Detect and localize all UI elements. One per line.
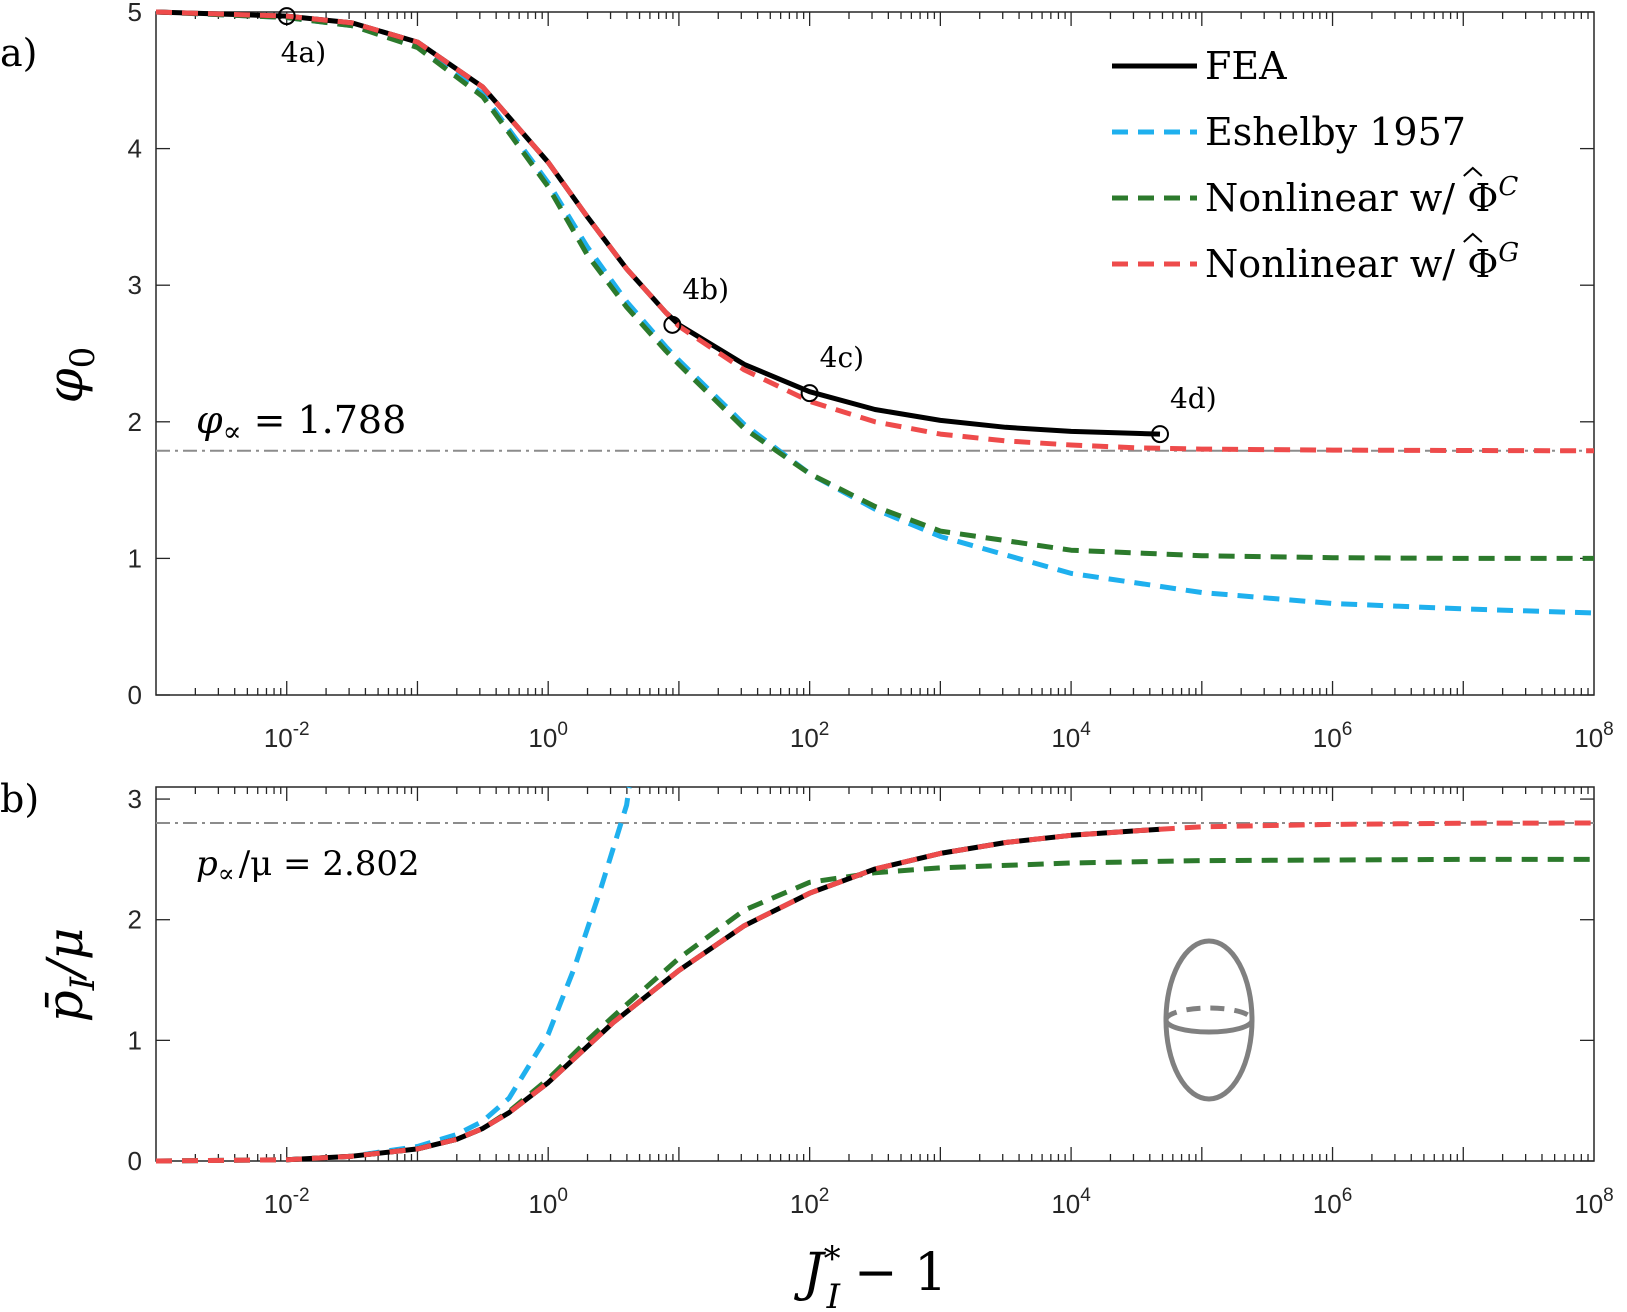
legend-entry-label: FEA [1205, 44, 1287, 88]
panel-b-label: b) [0, 777, 39, 821]
panel-a-y-tick-labels: 0 1 2 3 4 5 [128, 0, 142, 710]
marker-circle [663, 315, 682, 334]
panel-a-ticks [156, 11, 1594, 696]
x-tick-label: 100 [528, 719, 568, 753]
p-symbol: p [196, 844, 218, 884]
phi-subscript: ∝ [223, 415, 242, 448]
panel-b-xlabel: J* I − 1 [794, 1239, 947, 1312]
y-tick-label: 5 [128, 0, 142, 27]
marker-label: 4a) [281, 36, 326, 69]
xlabel-symbol: J [794, 1243, 827, 1303]
panel-b-ticks [156, 787, 1594, 1162]
marker-label: 4c) [820, 341, 864, 374]
x-tick-label: 10-2 [264, 1185, 310, 1219]
legend-entry-label: Eshelby 1957 [1205, 110, 1466, 154]
panel-a-ylabel: φ0 [36, 347, 103, 404]
panel-b-x-tick-labels: 10-2 100 102 104 106 108 [264, 1185, 1614, 1219]
y-tick-label: 1 [128, 1025, 142, 1055]
panel-a-x-tick-labels: 10-2 100 102 104 106 108 [264, 719, 1614, 753]
xlabel-sup: * [824, 1239, 841, 1279]
series-line-fea [155, 9, 1161, 437]
series-line-nonlinear-w-c [155, 9, 1594, 561]
panel-a-markers: 4a) 4b) 4c) 4d) [277, 7, 1217, 444]
phi-symbol: φ [196, 398, 223, 442]
asymptote-b-value: /μ = 2.802 [239, 844, 420, 884]
ylabel-b-symbol: p̄ [36, 990, 94, 1022]
x-tick-label: 106 [1313, 1185, 1353, 1219]
y-tick-label: 2 [128, 407, 142, 437]
legend-entry-label: Nonlinear w/ ΦG [1205, 238, 1519, 286]
ylabel-a-sub: 0 [63, 347, 103, 369]
x-tick-label: 100 [528, 1185, 568, 1219]
xlabel-tail: − 1 [854, 1243, 947, 1303]
panel-a-axes-box [155, 11, 1595, 696]
ellipsoid-front-rim [1163, 1019, 1255, 1035]
panel-b-y-tick-labels: 0 1 2 3 [128, 784, 142, 1176]
panel-b-asymptote-label: p∝/μ = 2.802 [196, 844, 420, 888]
x-tick-label: 104 [1051, 1185, 1091, 1219]
panel-b-ylabel: p̄I/μ [36, 928, 103, 1023]
x-tick-label: 10-2 [264, 719, 310, 753]
p-subscript: ∝ [218, 859, 235, 888]
panel-b: b) p∝/μ = 2.802 0 1 2 3 10-2 100 102 104 106 108… [0, 777, 1614, 1312]
marker-label: 4d) [1170, 382, 1217, 415]
ylabel-a-symbol: φ [36, 368, 94, 403]
x-tick-label: 102 [790, 1185, 830, 1219]
panel-a-asymptote-label: φ∝ = 1.788 [196, 398, 406, 448]
x-tick-label: 108 [1574, 1185, 1614, 1219]
hat-accent [1463, 166, 1483, 177]
hat-accent [1463, 232, 1483, 243]
x-tick-label: 104 [1051, 719, 1091, 753]
x-tick-label: 106 [1313, 719, 1353, 753]
x-tick-label: 102 [790, 719, 830, 753]
y-tick-label: 0 [128, 680, 142, 710]
marker-circle [800, 384, 819, 403]
ellipsoid-back-rim [1163, 1005, 1255, 1021]
xlabel-sub: I [826, 1277, 841, 1312]
y-tick-label: 0 [128, 1146, 142, 1176]
y-tick-label: 1 [128, 543, 142, 573]
y-tick-label: 3 [128, 270, 142, 300]
panel-a-label: a) [0, 31, 37, 75]
ellipsoid-icon [1163, 938, 1255, 1102]
ylabel-b-sub: I [63, 976, 103, 991]
y-tick-label: 3 [128, 784, 142, 814]
panel-b-series [155, 786, 1595, 1164]
series-line-nonlinear-w-g [155, 9, 1595, 454]
marker-circle [277, 7, 296, 26]
y-tick-label: 4 [128, 134, 142, 164]
asymptote-value: = 1.788 [254, 398, 407, 442]
marker-label: 4b) [682, 273, 729, 306]
marker-circle [1150, 425, 1169, 444]
y-tick-label: 2 [128, 905, 142, 935]
ylabel-b-tail: /μ [36, 928, 94, 981]
legend-entry-label: Nonlinear w/ ΦC [1205, 172, 1518, 220]
panel-a-series [155, 9, 1595, 616]
x-tick-label: 108 [1574, 719, 1614, 753]
panel-b-axes-box [155, 786, 1595, 1162]
panel-a-legend: FEA Eshelby 1957 Nonlinear w/ ΦC Nonlinear … [1112, 44, 1519, 286]
